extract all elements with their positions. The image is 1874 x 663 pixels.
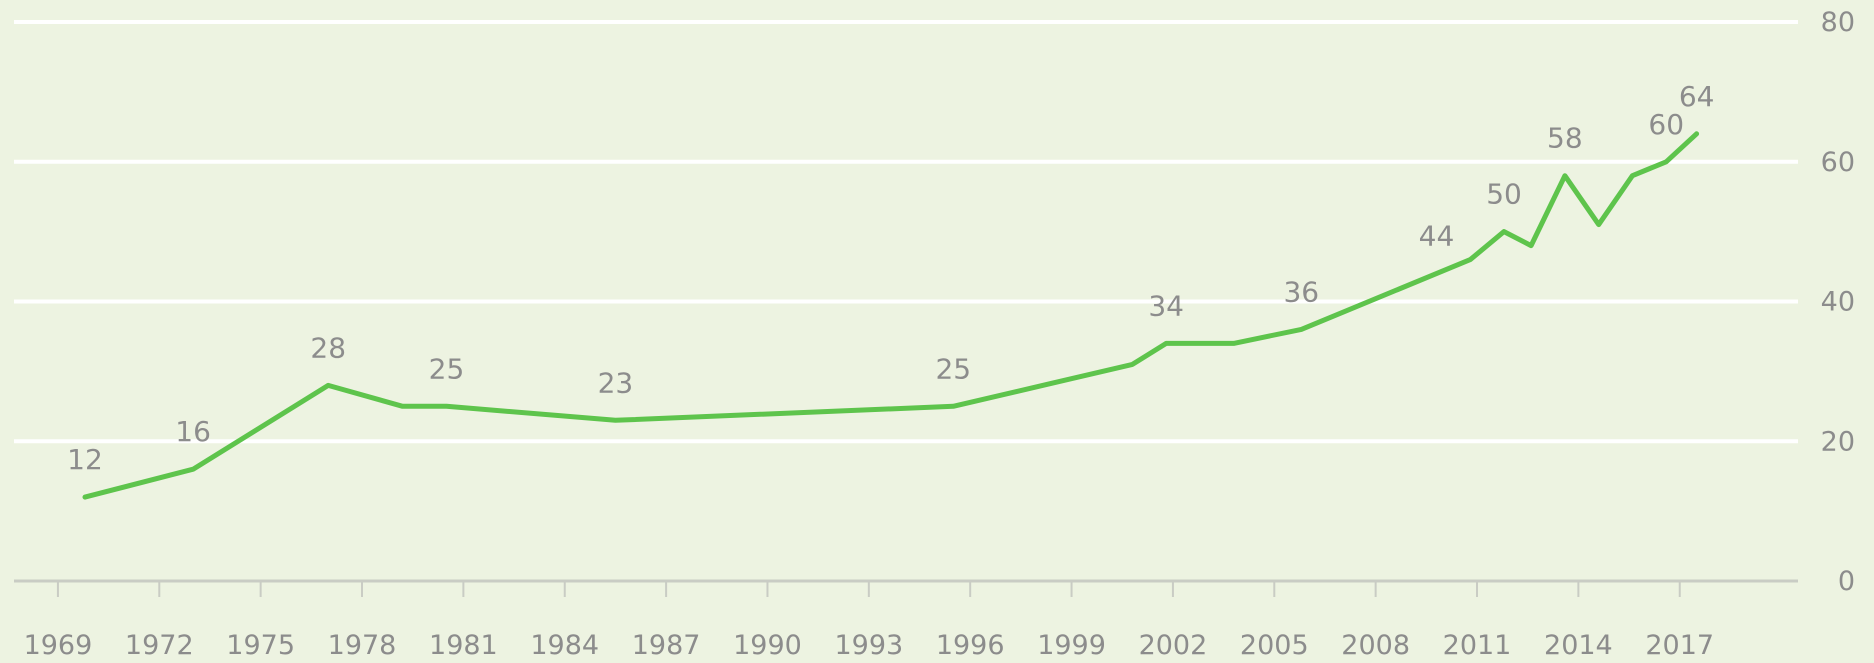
x-tick-label: 1987 [632, 630, 701, 661]
y-tick-label: 80 [1821, 7, 1855, 38]
x-tick-label: 1981 [429, 630, 498, 661]
data-label: 34 [1148, 289, 1184, 322]
data-label: 25 [935, 352, 971, 385]
y-tick-label: 20 [1821, 426, 1855, 457]
x-tick-label: 2002 [1139, 630, 1208, 661]
y-tick-label: 60 [1821, 147, 1855, 178]
x-tick-label: 2014 [1544, 630, 1613, 661]
y-tick-label: 0 [1838, 566, 1855, 597]
x-tick-label: 2005 [1240, 630, 1309, 661]
data-label: 12 [67, 443, 103, 476]
data-label: 58 [1547, 122, 1583, 155]
data-label: 64 [1679, 80, 1715, 113]
y-tick-label: 40 [1821, 287, 1855, 318]
data-label: 28 [310, 331, 346, 364]
data-label: 50 [1486, 178, 1522, 211]
x-tick-label: 2011 [1443, 630, 1512, 661]
data-label: 36 [1283, 275, 1319, 308]
x-tick-label: 2017 [1645, 630, 1714, 661]
data-label: 44 [1419, 220, 1455, 253]
x-tick-label: 1996 [936, 630, 1005, 661]
x-tick-label: 1984 [530, 630, 599, 661]
x-tick-label: 1975 [226, 630, 295, 661]
x-tick-label: 1990 [733, 630, 802, 661]
series-layer [82, 131, 1700, 500]
data-label: 25 [429, 352, 465, 385]
x-axis: 1969 1972 1975 1978 1981 1984 1987 1990 1993 1996… [24, 581, 1714, 661]
x-tick-label: 1969 [24, 630, 93, 661]
grid-lines [14, 20, 1798, 583]
x-tick-label: 1972 [125, 630, 194, 661]
data-label: 60 [1648, 108, 1684, 141]
y-axis: 0 20 40 60 80 [1821, 7, 1855, 597]
x-tick-label: 1993 [834, 630, 903, 661]
x-tick-label: 1999 [1037, 630, 1106, 661]
x-tick-label: 2008 [1341, 630, 1410, 661]
data-label: 23 [598, 366, 634, 399]
x-tick-label: 1978 [328, 630, 397, 661]
data-label: 16 [175, 415, 211, 448]
